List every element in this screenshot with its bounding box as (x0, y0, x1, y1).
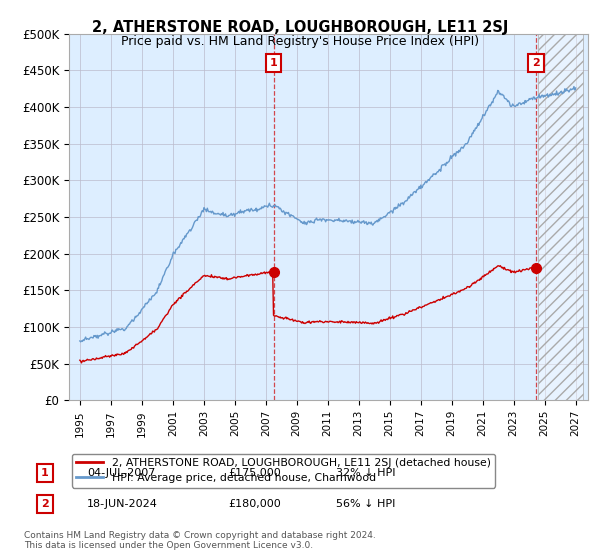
Legend: 2, ATHERSTONE ROAD, LOUGHBOROUGH, LE11 2SJ (detached house), HPI: Average price,: 2, ATHERSTONE ROAD, LOUGHBOROUGH, LE11 2… (72, 454, 495, 488)
Text: Contains HM Land Registry data © Crown copyright and database right 2024.
This d: Contains HM Land Registry data © Crown c… (24, 530, 376, 550)
Text: Price paid vs. HM Land Registry's House Price Index (HPI): Price paid vs. HM Land Registry's House … (121, 35, 479, 48)
Text: £180,000: £180,000 (228, 499, 281, 509)
Text: 1: 1 (269, 58, 277, 68)
Text: 56% ↓ HPI: 56% ↓ HPI (336, 499, 395, 509)
Text: 18-JUN-2024: 18-JUN-2024 (87, 499, 158, 509)
Text: £175,000: £175,000 (228, 468, 281, 478)
Text: 2: 2 (41, 499, 49, 509)
Text: 04-JUL-2007: 04-JUL-2007 (87, 468, 155, 478)
Text: 2, ATHERSTONE ROAD, LOUGHBOROUGH, LE11 2SJ: 2, ATHERSTONE ROAD, LOUGHBOROUGH, LE11 2… (92, 20, 508, 35)
Text: 2: 2 (532, 58, 540, 68)
Text: 1: 1 (41, 468, 49, 478)
Text: 32% ↓ HPI: 32% ↓ HPI (336, 468, 395, 478)
